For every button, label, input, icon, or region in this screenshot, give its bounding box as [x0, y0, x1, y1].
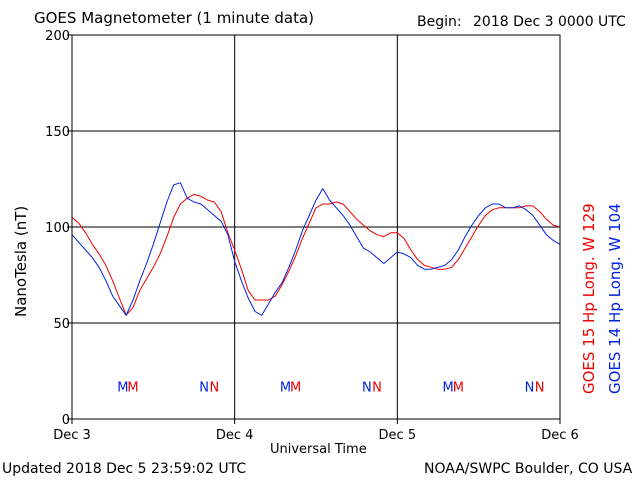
y-axis-label: NanoTesla (nT) [12, 205, 30, 317]
grid [72, 35, 560, 419]
y-tick-label: 150 [45, 125, 70, 140]
marker-label-N: N [535, 380, 545, 395]
series-lines [71, 182, 561, 316]
x-tick-label: Dec 4 [216, 428, 254, 443]
marker-label-N: N [209, 380, 219, 395]
series-line-goes15 [71, 193, 561, 316]
marker-label-N: N [199, 380, 209, 395]
updated-timestamp: Updated 2018 Dec 5 23:59:02 UTC [2, 461, 247, 477]
y-tick-label: 200 [45, 29, 70, 44]
x-tick-label: Dec 5 [379, 428, 417, 443]
legend-goes15: GOES 15 Hp Long. W 129 [580, 203, 598, 394]
marker-label-N: N [525, 380, 535, 395]
legend-goes14: GOES 14 Hp Long. W 104 [606, 203, 624, 394]
marker-label-M: M [117, 380, 128, 395]
marker-label-M: M [453, 380, 464, 395]
axes: 0 50 100 150 200 Dec 3 Dec 4 Dec 5 Dec 6 [45, 29, 579, 443]
y-tick-label: 0 [62, 413, 70, 428]
local-time-markers: MM N N MM N N MM N N [117, 380, 544, 395]
y-tick-label: 100 [45, 221, 70, 236]
y-tick-label: 50 [53, 317, 70, 332]
marker-label-N: N [362, 380, 372, 395]
marker-label-M: M [443, 380, 454, 395]
begin-value: 2018 Dec 3 0000 UTC [473, 14, 626, 30]
marker-label-M: M [290, 380, 301, 395]
source-credit: NOAA/SWPC Boulder, CO USA [424, 461, 633, 477]
marker-label-N: N [372, 380, 382, 395]
begin-label: Begin: [417, 14, 462, 30]
marker-label-M: M [127, 380, 138, 395]
x-axis-label: Universal Time [270, 442, 367, 457]
x-tick-label: Dec 3 [53, 428, 91, 443]
x-tick-label: Dec 6 [541, 428, 579, 443]
series-line-goes14 [71, 182, 561, 316]
chart-title: GOES Magnetometer (1 minute data) [34, 9, 315, 27]
marker-label-M: M [280, 380, 291, 395]
